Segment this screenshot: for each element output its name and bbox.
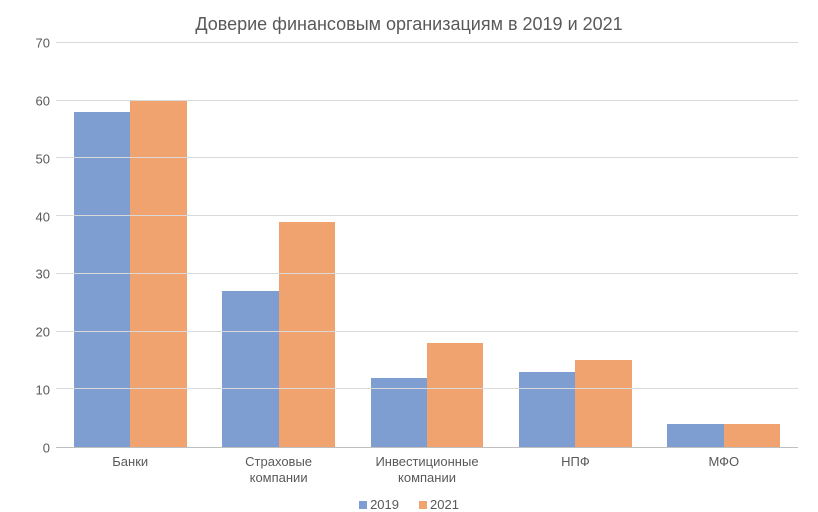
gridline — [56, 273, 798, 274]
bar — [519, 372, 575, 447]
gridline — [56, 331, 798, 332]
bar — [279, 222, 335, 447]
chart-container: Доверие финансовым организациям в 2019 и… — [0, 0, 818, 512]
bar — [130, 101, 186, 447]
legend-swatch — [359, 501, 367, 509]
bar — [667, 424, 723, 447]
gridline — [56, 388, 798, 389]
y-tick-label: 10 — [36, 383, 50, 398]
x-axis-label: Банки — [56, 448, 204, 485]
bar-group — [204, 43, 352, 447]
y-tick-label: 60 — [36, 93, 50, 108]
bar-group — [650, 43, 798, 447]
legend-label: 2021 — [430, 497, 459, 512]
bar — [427, 343, 483, 447]
y-tick-label: 40 — [36, 209, 50, 224]
bar-group — [501, 43, 649, 447]
y-tick-label: 70 — [36, 36, 50, 51]
bar — [575, 360, 631, 447]
gridline — [56, 215, 798, 216]
y-tick-label: 0 — [43, 441, 50, 456]
y-tick-label: 30 — [36, 267, 50, 282]
x-axis-label: Инвестиционные компании — [353, 448, 501, 485]
legend-label: 2019 — [370, 497, 399, 512]
legend-swatch — [419, 501, 427, 509]
y-axis: 010203040506070 — [20, 43, 56, 448]
bar-group — [56, 43, 204, 447]
chart-title: Доверие финансовым организациям в 2019 и… — [20, 14, 798, 35]
x-axis: БанкиСтраховые компанииИнвестиционные ко… — [56, 448, 798, 485]
legend-item: 2021 — [419, 497, 459, 512]
bar — [222, 291, 278, 447]
y-tick-label: 50 — [36, 151, 50, 166]
legend-item: 2019 — [359, 497, 399, 512]
plot-wrapper: 010203040506070 — [20, 43, 798, 448]
bar — [724, 424, 780, 447]
x-axis-label: МФО — [650, 448, 798, 485]
bars-layer — [56, 43, 798, 447]
bar — [74, 112, 130, 447]
y-tick-label: 20 — [36, 325, 50, 340]
gridline — [56, 100, 798, 101]
gridline — [56, 42, 798, 43]
x-axis-label: Страховые компании — [204, 448, 352, 485]
plot-area — [56, 43, 798, 448]
bar-group — [353, 43, 501, 447]
legend: 2019 2021 — [20, 497, 798, 512]
gridline — [56, 157, 798, 158]
x-axis-label: НПФ — [501, 448, 649, 485]
